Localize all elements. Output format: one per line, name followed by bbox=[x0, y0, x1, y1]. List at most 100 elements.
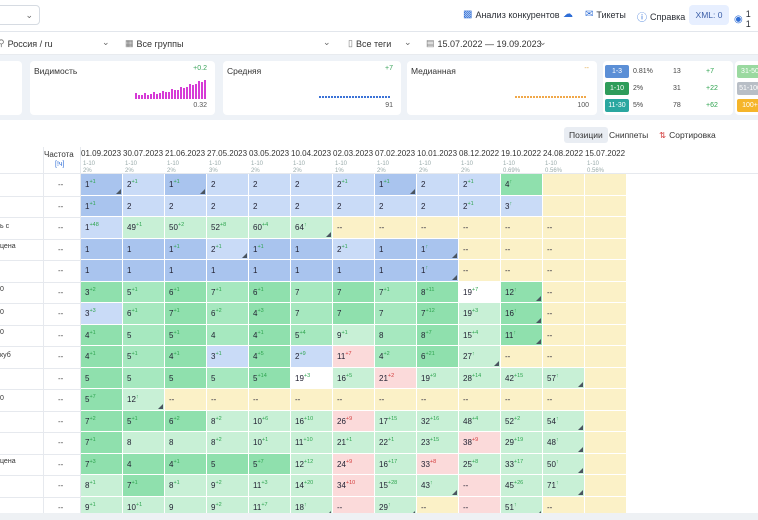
position-cell[interactable]: 29+19 bbox=[501, 432, 543, 454]
position-cell[interactable]: 2 bbox=[207, 174, 249, 196]
position-cell[interactable]: -- bbox=[459, 238, 501, 260]
position-cell[interactable]: 9+2 bbox=[207, 475, 249, 497]
position-cell[interactable]: 1 bbox=[81, 260, 123, 282]
position-cell[interactable]: 17+15 bbox=[375, 410, 417, 432]
position-cell[interactable]: -- bbox=[543, 281, 585, 303]
position-cell[interactable] bbox=[585, 453, 627, 475]
position-cell[interactable]: 2+1 bbox=[123, 174, 165, 196]
position-cell[interactable]: 19+9 bbox=[417, 367, 459, 389]
date-header[interactable]: 27.05.2023 bbox=[207, 149, 248, 158]
position-cell[interactable]: 2+1 bbox=[333, 174, 375, 196]
position-cell[interactable]: 11+10 bbox=[291, 432, 333, 454]
position-cell[interactable] bbox=[585, 367, 627, 389]
top-badge[interactable]: 1-10 bbox=[605, 82, 629, 95]
position-cell[interactable]: 2 bbox=[165, 195, 207, 217]
position-cell[interactable]: 4 bbox=[123, 453, 165, 475]
position-cell[interactable]: -- bbox=[543, 260, 585, 282]
position-cell[interactable]: -- bbox=[501, 217, 543, 239]
position-cell[interactable]: 4+1 bbox=[81, 346, 123, 368]
chevron-down-icon[interactable]: ⌄ bbox=[404, 37, 412, 47]
position-cell[interactable]: 48+4 bbox=[459, 410, 501, 432]
position-cell[interactable]: 1+1 bbox=[165, 238, 207, 260]
position-cell[interactable]: 8 bbox=[165, 432, 207, 454]
position-cell[interactable]: 8+1 bbox=[81, 475, 123, 497]
position-cell[interactable]: 2 bbox=[375, 195, 417, 217]
position-cell[interactable]: 1 bbox=[249, 260, 291, 282]
keyword-label[interactable]: 0 bbox=[0, 285, 4, 293]
date-header[interactable]: 10.01.2023 bbox=[417, 149, 458, 158]
position-cell[interactable]: 2+9 bbox=[291, 346, 333, 368]
position-cell[interactable]: 7+1 bbox=[165, 303, 207, 325]
position-cell[interactable]: -- bbox=[543, 238, 585, 260]
position-cell[interactable]: 4+5 bbox=[249, 346, 291, 368]
position-cell[interactable]: 6+2 bbox=[207, 303, 249, 325]
position-cell[interactable]: -- bbox=[543, 324, 585, 346]
position-cell[interactable]: 2+1 bbox=[207, 238, 249, 260]
position-cell[interactable]: 49+1 bbox=[123, 217, 165, 239]
balance-link[interactable]: ◉ 1 1 bbox=[734, 9, 758, 29]
position-cell[interactable] bbox=[585, 238, 627, 260]
position-cell[interactable]: 4 bbox=[207, 324, 249, 346]
position-cell[interactable]: 7 bbox=[375, 303, 417, 325]
position-cell[interactable]: 33+17 bbox=[501, 453, 543, 475]
position-cell[interactable]: 10+1 bbox=[249, 432, 291, 454]
position-cell[interactable]: 8+2 bbox=[207, 410, 249, 432]
position-cell[interactable] bbox=[585, 174, 627, 196]
position-cell[interactable]: 7+12 bbox=[417, 303, 459, 325]
position-cell[interactable]: 1 bbox=[375, 260, 417, 282]
position-cell[interactable]: 1 bbox=[291, 260, 333, 282]
position-cell[interactable]: 5+14 bbox=[249, 367, 291, 389]
position-cell[interactable]: 42+15 bbox=[501, 367, 543, 389]
position-cell[interactable]: 5+7 bbox=[249, 453, 291, 475]
position-cell[interactable]: 11+3 bbox=[249, 475, 291, 497]
position-cell[interactable]: -- bbox=[459, 260, 501, 282]
position-cell[interactable] bbox=[585, 281, 627, 303]
position-cell[interactable] bbox=[543, 174, 585, 196]
position-cell[interactable]: 6+1 bbox=[165, 281, 207, 303]
date-header[interactable]: 01.09.2023 bbox=[81, 149, 122, 158]
tags-select[interactable]: ▯ Все теги bbox=[348, 38, 391, 49]
positions-tab[interactable]: Позиции bbox=[564, 127, 608, 143]
position-cell[interactable]: -- bbox=[459, 475, 501, 497]
position-cell[interactable]: 1 bbox=[123, 238, 165, 260]
position-cell[interactable]: 1 bbox=[375, 238, 417, 260]
position-cell[interactable]: 8+7 bbox=[417, 324, 459, 346]
position-cell[interactable]: 60+4 bbox=[249, 217, 291, 239]
keyword-label[interactable]: 0 bbox=[0, 309, 4, 316]
help-link[interactable]: ⓘ Справка bbox=[637, 9, 685, 25]
position-cell[interactable]: 50+2 bbox=[165, 217, 207, 239]
position-cell[interactable]: 1↑ bbox=[417, 238, 459, 260]
position-cell[interactable]: 19+7 bbox=[459, 281, 501, 303]
position-cell[interactable]: 6+1 bbox=[123, 303, 165, 325]
position-cell[interactable]: 21+1 bbox=[333, 432, 375, 454]
position-cell[interactable]: 16+5 bbox=[333, 367, 375, 389]
position-cell[interactable]: 14+20 bbox=[291, 475, 333, 497]
position-cell[interactable]: -- bbox=[291, 389, 333, 411]
position-cell[interactable]: 1 bbox=[291, 238, 333, 260]
position-cell[interactable]: 1 bbox=[123, 260, 165, 282]
position-cell[interactable]: 2 bbox=[417, 195, 459, 217]
position-cell[interactable]: 34+10 bbox=[333, 475, 375, 497]
position-cell[interactable]: -- bbox=[543, 303, 585, 325]
date-header[interactable]: 21.06.2023 bbox=[165, 149, 206, 158]
position-cell[interactable]: 5+7 bbox=[81, 389, 123, 411]
tickets-link[interactable]: ✉ Тикеты bbox=[585, 9, 626, 20]
top-badge[interactable]: 11-30 bbox=[605, 99, 629, 112]
date-header[interactable]: 02.03.2023 bbox=[333, 149, 374, 158]
xml-balance[interactable]: XML: 0 bbox=[689, 5, 729, 25]
date-header[interactable]: 24.08.2022 bbox=[543, 149, 584, 158]
position-cell[interactable]: 5+1 bbox=[165, 324, 207, 346]
position-cell[interactable]: 6+2 bbox=[165, 410, 207, 432]
sort-queries-button[interactable]: ⇅ Сортировка запросов bbox=[654, 127, 758, 156]
position-cell[interactable]: 21+2 bbox=[375, 367, 417, 389]
position-cell[interactable]: 3+1 bbox=[207, 346, 249, 368]
position-cell[interactable]: 12+12 bbox=[291, 453, 333, 475]
position-cell[interactable] bbox=[585, 324, 627, 346]
position-cell[interactable]: 43↑ bbox=[417, 475, 459, 497]
position-cell[interactable]: 7+1 bbox=[123, 475, 165, 497]
keyword-label[interactable]: 0 bbox=[0, 328, 4, 336]
position-cell[interactable]: 16+10 bbox=[291, 410, 333, 432]
position-cell[interactable]: 4+1 bbox=[165, 346, 207, 368]
position-cell[interactable]: -- bbox=[333, 217, 375, 239]
keyword-label[interactable]: цена bbox=[0, 242, 16, 250]
